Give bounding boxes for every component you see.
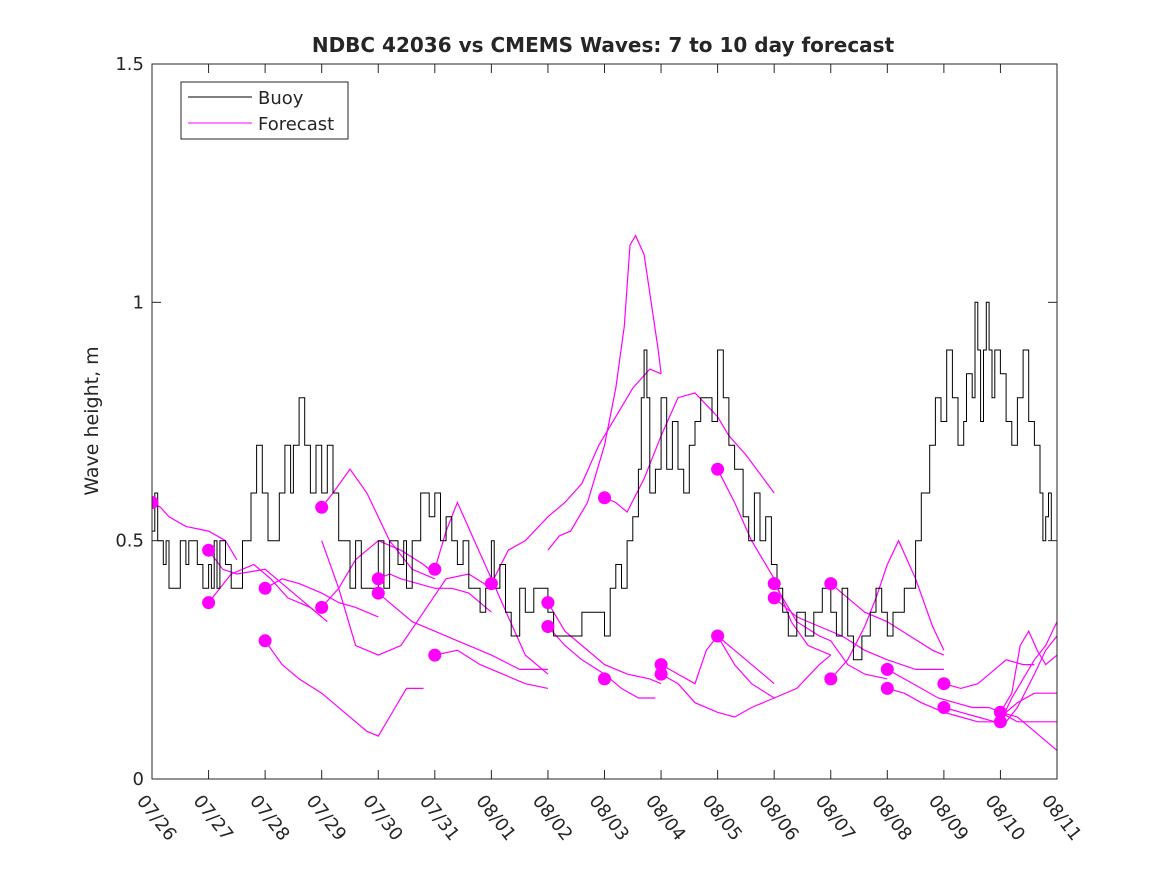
forecast-marker-9 [371,586,385,600]
forecast-line-20 [717,635,832,699]
legend-forecast-label: Forecast [258,114,334,135]
x-tick-label-2: 07/28 [245,791,293,845]
forecast-marker-10 [428,562,442,576]
buoy-line [152,301,1052,661]
forecast-marker-18 [654,667,668,681]
forecast-line-17 [604,392,775,514]
forecast-line-34 [1000,711,1057,723]
forecast-line-16 [547,234,662,551]
forecast-line-28 [943,659,1035,690]
y-tick-label-2: 1 [133,292,144,313]
forecast-marker-14 [541,620,555,633]
y-tick-label-3: 1.5 [115,54,144,75]
y-tick-label-0: 0 [133,769,144,790]
x-tick-label-5: 07/31 [415,791,463,845]
forecast-line-8 [378,573,492,613]
forecast-marker-27 [937,677,951,691]
y-tick-label-1: 0.5 [115,531,144,552]
forecast-line-14 [547,602,662,685]
legend-box [180,81,349,140]
legend-buoy-label: Buoy [258,88,304,109]
forecast-marker-7 [315,600,329,614]
forecast-line-2 [208,549,323,618]
x-tick-label-12: 08/07 [811,791,859,845]
forecast-marker-15 [598,491,611,505]
forecast-line-13 [490,368,662,584]
x-tick-label-15: 08/10 [980,791,1028,845]
axes-layer: 00.511.507/26 07/27 07/28 07/29 07/30 07/31 08… [115,54,1085,845]
forecast-marker-5 [258,634,272,648]
forecast-marker-13 [541,596,555,610]
y-axis-label: Wave height, m [81,346,103,495]
forecast-marker-29 [993,705,1007,719]
forecast-marker-30 [993,715,1007,729]
forecast-line-12 [434,649,549,689]
forecast-marker-17 [654,658,668,672]
plot-layer [152,234,1057,751]
forecast-marker-25 [880,662,894,676]
x-tick-label-7: 08/02 [528,791,576,845]
x-tick-label-16: 08/11 [1037,791,1085,845]
chart-title: NDBC 42036 vs CMEMS Waves: 7 to 10 day f… [312,33,895,57]
forecast-marker-22 [767,591,781,605]
forecast-line-31 [999,621,1057,723]
x-tick-label-14: 08/09 [924,791,972,845]
forecast-marker-21 [767,577,781,591]
forecast-line-9 [377,592,548,671]
forecast-line-4 [264,578,379,618]
x-tick-label-11: 08/06 [754,791,802,845]
forecast-marker-26 [880,681,894,695]
x-tick-label-0: 07/26 [132,791,180,845]
x-tick-label-1: 07/27 [189,791,237,845]
axes-box [151,63,1058,780]
forecast-marker-20 [711,629,725,643]
forecast-marker-16 [598,672,611,686]
x-tick-label-3: 07/29 [302,791,350,845]
forecast-line-5 [264,640,424,737]
forecast-line-32 [1000,711,1057,751]
forecast-marker-2 [202,543,216,557]
x-tick-label-13: 08/08 [867,791,915,845]
forecast-marker-3 [202,596,216,610]
forecast-marker-24 [824,672,838,686]
forecast-marker-6 [315,500,329,514]
forecast-line-30 [999,629,1057,713]
forecast-marker-1 [152,496,159,509]
forecast-marker-19 [711,462,725,476]
forecast-line-10 [321,540,492,656]
forecast-line-18 [660,635,775,685]
forecast-marker-28 [937,701,951,714]
forecast-marker-8 [371,572,385,586]
forecast-marker-23 [824,577,838,591]
legend: Buoy Forecast [180,81,349,140]
forecast-line-33 [1000,692,1057,718]
x-tick-label-8: 08/03 [585,791,633,845]
x-tick-label-4: 07/30 [358,791,406,845]
forecast-marker-12 [484,577,498,591]
forecast-line-1 [152,501,238,561]
forecast-marker-11 [428,648,442,662]
x-tick-label-9: 08/04 [641,791,689,845]
forecast-line-11 [434,500,549,675]
forecast-line-19 [660,673,775,718]
x-tick-label-6: 08/01 [471,791,519,845]
forecast-line-26 [887,668,1001,713]
x-tick-label-10: 08/05 [698,791,746,845]
forecast-marker-4 [258,581,272,595]
